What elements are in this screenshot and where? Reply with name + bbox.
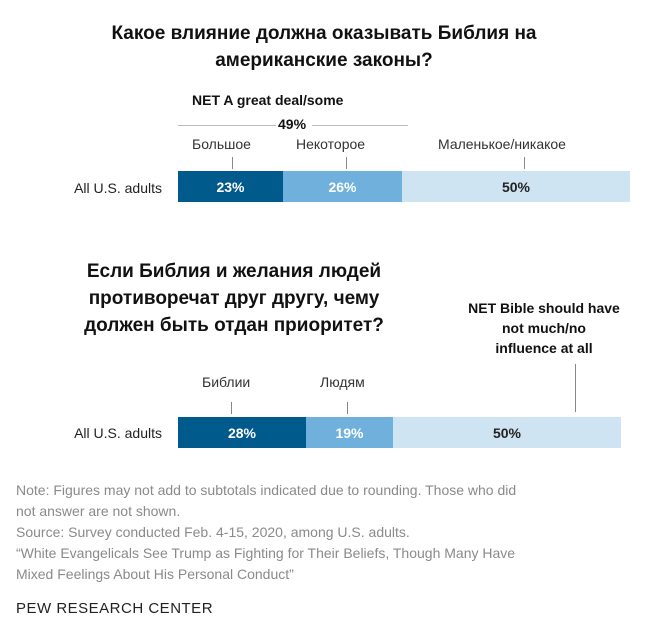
chart2-title-line1: Если Библия и желания людей [86,261,382,282]
bar-segment: 28% [178,417,306,448]
bar-segment: 50% [393,417,621,448]
report-line2: Mixed Feelings About His Personal Conduc… [16,566,294,582]
chart1-tick [346,157,347,169]
bar-segment: 19% [306,417,393,448]
footer-notes: Note: Figures may not add to subtotals i… [16,480,636,585]
bar-segment: 50% [402,171,630,202]
chart2-net-line3: influence at all [495,340,593,356]
chart2-net-tick [575,364,576,412]
chart2-net-line1: NET Bible should have [468,300,620,316]
chart1-title: Какое влияние должна оказывать Библия на… [0,20,648,74]
chart1-title-line1: Какое влияние должна оказывать Библия на [111,23,537,44]
chart2-tick [347,402,348,414]
chart2-category-label: Людям [320,374,365,390]
chart1-net-value: 49% [278,116,307,132]
note-line2: not answer are not shown. [16,503,181,519]
bar-segment: 26% [283,171,402,202]
chart1-category-label: Некоторое [296,136,366,152]
bar-segment: 23% [178,171,283,202]
source-line: Source: Survey conducted Feb. 4-15, 2020… [16,524,410,540]
chart2-net-label: NET Bible should have not much/no influe… [454,298,634,358]
net-bracket-left [178,125,276,126]
note-line1: Note: Figures may not add to subtotals i… [16,482,517,498]
chart1-category-label: Маленькое/никакое [438,136,566,152]
report-line1: “White Evangelicals See Trump as Fightin… [16,545,516,561]
chart2-title-line3: должен быть отдан приоритет? [84,315,384,336]
chart2-tick [231,402,232,414]
chart1-net-label: NET A great deal/some [192,92,344,108]
chart1-row-label: All U.S. adults [74,180,162,196]
chart2-category-label: Библии [202,374,251,390]
chart1-category-label: Большое [192,136,251,152]
chart2-net-line2: not much/no [502,320,586,336]
chart1-tick [524,157,525,169]
chart2-title: Если Библия и желания людей противоречат… [24,258,444,339]
net-bracket-right [312,125,408,126]
chart2-title-line2: противоречат друг другу, чему [88,288,380,309]
brand-logo-text: PEW RESEARCH CENTER [16,600,214,617]
chart2-row-label: All U.S. adults [74,425,162,441]
chart1-tick [232,157,233,169]
chart1-title-line2: американские законы? [215,50,433,71]
